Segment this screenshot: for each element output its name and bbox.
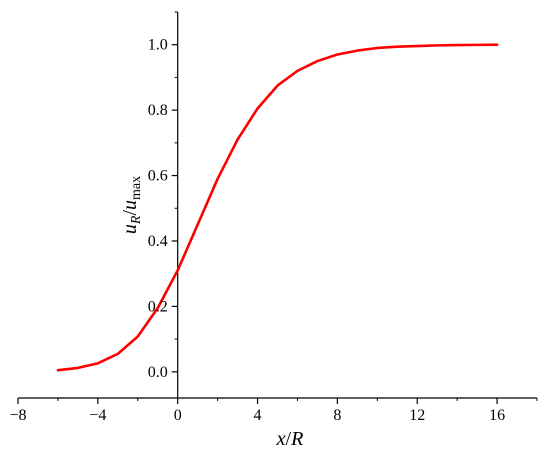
- y-axis-title-den-sub: max: [129, 176, 144, 200]
- x-tick-label: 16: [489, 407, 505, 424]
- y-axis-title-sep: /: [119, 210, 141, 216]
- x-tick-label: 0: [174, 407, 182, 424]
- ticks: [17, 11, 538, 404]
- x-tick-label: −4: [89, 407, 106, 424]
- series-layer: [56, 43, 499, 372]
- series-line: [56, 43, 499, 372]
- tick-labels: −8 −4 0 4 8 12 16 0.0 0.2 0.4 0.6 0.8 1.0: [9, 37, 505, 424]
- y-axis-title-num-sub: R: [129, 215, 144, 225]
- x-tick-label: 4: [254, 407, 262, 424]
- x-tick-label: −8: [9, 407, 26, 424]
- x-axis-title-var: x: [276, 428, 286, 450]
- y-tick-label: 0.0: [148, 364, 168, 381]
- y-tick-label: 0.6: [148, 168, 168, 185]
- y-tick-label: 0.2: [148, 298, 168, 315]
- axes: [18, 12, 537, 399]
- y-axis-title-den: u: [119, 200, 141, 210]
- y-tick-label: 0.8: [148, 102, 168, 119]
- y-axis-title-num: u: [119, 224, 141, 234]
- x-tick-label: 12: [409, 407, 425, 424]
- x-axis-title: x/R: [276, 428, 304, 450]
- x-axis-title-ref: R: [290, 428, 303, 450]
- x-tick-label: 8: [333, 407, 341, 424]
- x-axis-title-sep: /: [286, 428, 292, 450]
- y-tick-label: 1.0: [148, 37, 168, 54]
- y-axis-title: uR/umax: [119, 176, 144, 234]
- y-tick-label: 0.4: [148, 233, 168, 250]
